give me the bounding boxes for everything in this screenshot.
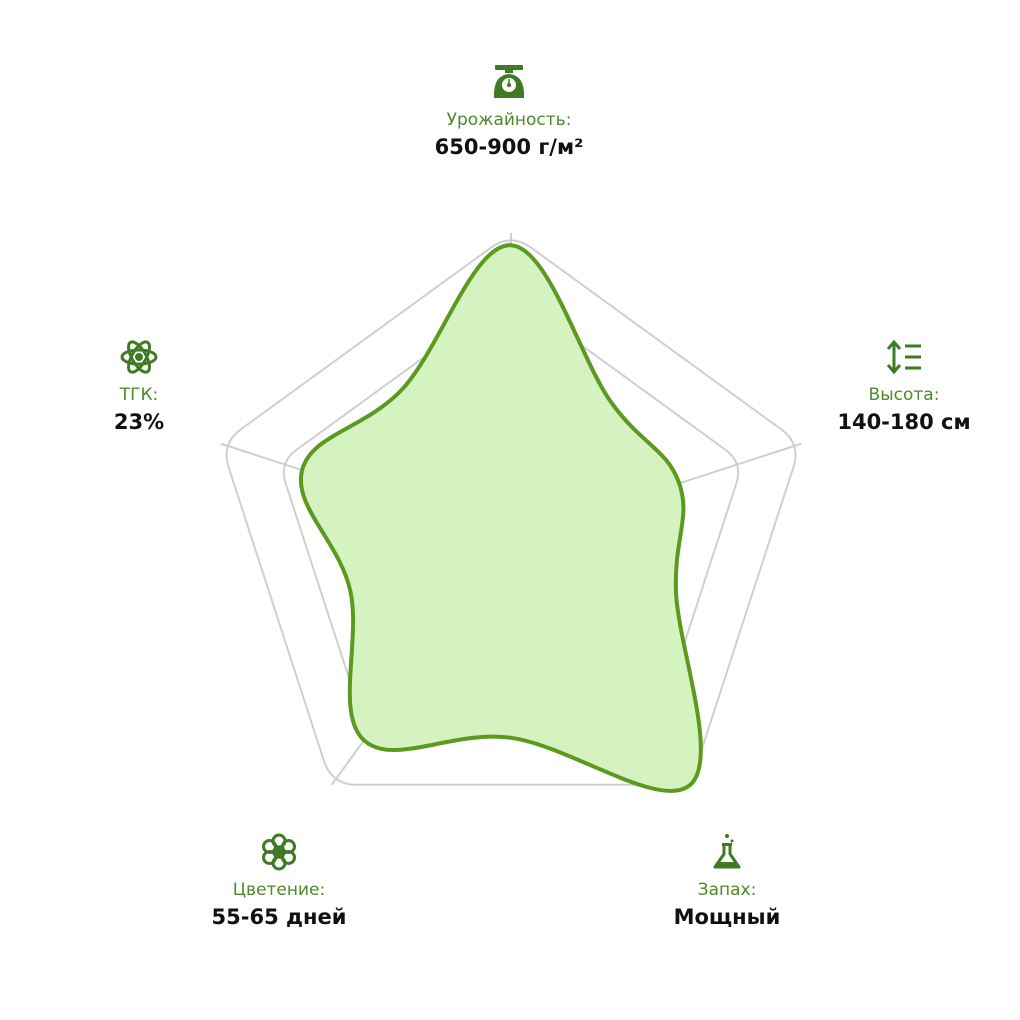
height-list-icon (886, 339, 921, 375)
axis-aroma-label: Запах: (697, 880, 757, 900)
flask-icon (713, 834, 741, 869)
axis-thc: ТГК: 23% (9, 337, 269, 437)
axis-aroma: Запах: Мощный (597, 832, 857, 932)
scale-icon (493, 65, 525, 98)
axis-height-label: Высота: (868, 385, 940, 405)
axis-yield-label: Урожайность: (446, 110, 572, 130)
axis-yield: Урожайность: 650-900 г/м² (379, 62, 639, 162)
axis-flowering-value: 55-65 дней (211, 905, 347, 929)
axis-thc-value: 23% (113, 410, 165, 434)
axis-thc-label: ТГК: (119, 385, 159, 405)
radar-data-area (298, 243, 703, 793)
axis-height: Высота: 140-180 см (774, 337, 1020, 437)
atom-icon (120, 340, 158, 374)
flower-icon (262, 833, 296, 871)
axis-yield-value: 650-900 г/м² (434, 135, 584, 159)
axis-aroma-value: Мощный (673, 905, 781, 929)
axis-height-value: 140-180 см (837, 410, 971, 434)
axis-flowering-label: Цветение: (232, 880, 326, 900)
axis-flowering: Цветение: 55-65 дней (149, 832, 409, 932)
